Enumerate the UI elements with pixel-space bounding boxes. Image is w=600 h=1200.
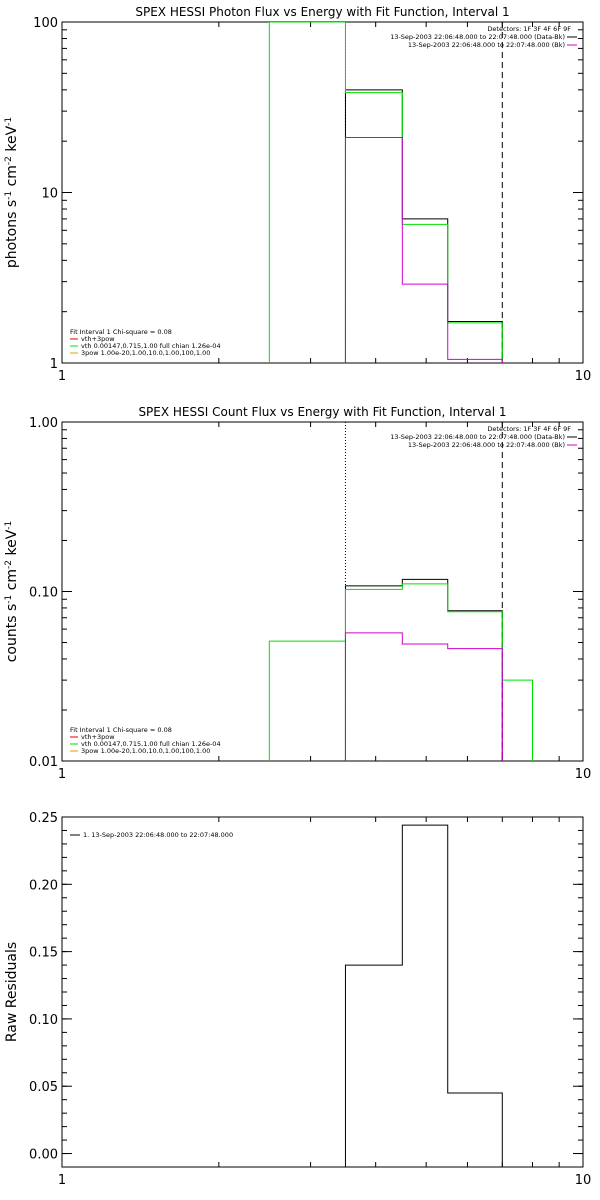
- legend-entry: 3pow 1.00e-20,1.00,10.0,1.00,100,1.00: [81, 747, 210, 755]
- y-tick-label: 0.20: [29, 878, 58, 893]
- plot-frame: [61, 21, 584, 364]
- series-2-histogram: [344, 137, 503, 363]
- y-axis-label-part: keV: [4, 529, 20, 560]
- legend-entry: vth 0.00147,0.715,1.00 full chian 1.26e-…: [81, 740, 221, 748]
- legend-header: Fit Interval 1 Chi-square = 0.08: [70, 328, 172, 336]
- photon-flux-panel: SPEX HESSI Photon Flux vs Energy with Fi…: [4, 5, 591, 384]
- legend-entry: 13-Sep-2003 22:06:48.000 to 22:07:48.000…: [390, 433, 565, 441]
- y-tick-label: 0.15: [29, 946, 58, 961]
- chart-title: SPEX HESSI Photon Flux vs Energy with Fi…: [135, 5, 509, 19]
- y-axis-label-exponent: -1: [4, 595, 14, 604]
- chart-title: SPEX HESSI Count Flux vs Energy with Fit…: [138, 405, 506, 419]
- legend-entry: vth 0.00147,0.715,1.00 full chian 1.26e-…: [81, 342, 221, 350]
- legend-entry: 3pow 1.00e-20,1.00,10.0,1.00,100,1.00: [81, 349, 210, 357]
- series-1-histogram: [268, 583, 534, 761]
- y-axis-label-part: Raw Residuals: [4, 942, 20, 1042]
- y-axis-label-exponent: -2: [4, 560, 14, 569]
- plot-area: [268, 422, 534, 761]
- y-axis-label-part: cm: [4, 569, 20, 595]
- y-tick-label: 0.25: [29, 811, 58, 826]
- x-tick-label: 10: [575, 767, 592, 782]
- legend-header: Detectors: 1F 3F 4F 6F 9F: [487, 425, 571, 433]
- legend-entry: 13-Sep-2003 22:06:48.000 to 22:07:48.000…: [408, 441, 565, 449]
- y-tick-label: 1.00: [29, 416, 58, 431]
- legend-entry: 13-Sep-2003 22:06:48.000 to 22:07:48.000…: [390, 33, 565, 41]
- x-tick-label: 1: [58, 1173, 66, 1188]
- legend-header: Detectors: 1F 3F 4F 6F 9F: [487, 25, 571, 33]
- plot-frame: [61, 421, 584, 762]
- residuals-panel: Raw Residuals 1 10 0.00 0.05 0.10 0.15 0.20 0.25…: [4, 811, 591, 1188]
- y-axis-label-exponent: -2: [4, 156, 14, 165]
- y-tick-label: 0.10: [29, 1013, 58, 1028]
- x-tick-label: 10: [575, 1173, 592, 1188]
- y-axis-label-part: counts s: [4, 604, 20, 663]
- plot-area: [268, 22, 503, 363]
- y-axis-label: photons s-1 cm-2 keV-1: [4, 117, 20, 268]
- y-axis-label-part: keV: [4, 125, 20, 156]
- y-axis-label: Raw Residuals: [4, 942, 20, 1042]
- legend-entry: 13-Sep-2003 22:06:48.000 to 22:07:48.000…: [408, 41, 565, 49]
- legend-entry: vth+3pow: [81, 335, 115, 343]
- legend-bottom-left: Fit Interval 1 Chi-square = 0.08vth+3pow…: [70, 328, 221, 357]
- legend-top-left: 1. 13-Sep-2003 22:06:48.000 to 22:07:48.…: [70, 831, 233, 839]
- plot-frame: [61, 816, 584, 1168]
- y-axis-label-exponent: -1: [4, 117, 14, 126]
- y-tick-label: 0.01: [29, 755, 58, 770]
- y-tick-label: 1: [50, 357, 58, 372]
- series-1-histogram: [268, 22, 503, 363]
- x-tick-label: 1: [58, 369, 66, 384]
- x-tick-label: 10: [575, 369, 592, 384]
- series-0-histogram: [344, 89, 503, 363]
- series-0-histogram: [344, 824, 503, 1167]
- y-axis-label: counts s-1 cm-2 keV-1: [4, 521, 20, 663]
- x-tick-label: 1: [58, 767, 66, 782]
- y-axis-label-part: photons s: [4, 200, 20, 268]
- legend-bottom-left: Fit Interval 1 Chi-square = 0.08vth+3pow…: [70, 726, 221, 755]
- y-tick-label: 100: [33, 16, 58, 31]
- y-axis-label-exponent: -1: [4, 191, 14, 200]
- y-tick-label: 10: [41, 187, 58, 202]
- y-axis-label-exponent: -1: [4, 521, 14, 530]
- count-flux-panel: SPEX HESSI Count Flux vs Energy with Fit…: [4, 405, 591, 782]
- legend-header: Fit Interval 1 Chi-square = 0.08: [70, 726, 172, 734]
- legend-entry: vth+3pow: [81, 733, 115, 741]
- legend-entry: 1. 13-Sep-2003 22:06:48.000 to 22:07:48.…: [83, 831, 233, 839]
- plot-area: [344, 824, 503, 1167]
- series-2-histogram: [344, 632, 503, 761]
- y-axis-label-part: cm: [4, 165, 20, 191]
- y-tick-label: 0.00: [29, 1148, 58, 1163]
- y-tick-label: 0.05: [29, 1080, 58, 1095]
- y-tick-label: 0.10: [29, 586, 58, 601]
- series-0-histogram: [344, 578, 503, 761]
